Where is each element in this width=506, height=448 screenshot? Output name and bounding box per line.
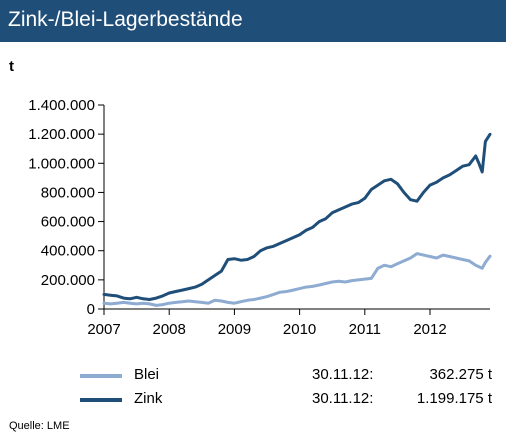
x-tick-label: 2012 (413, 321, 446, 338)
x-tick-label: 2007 (87, 321, 120, 338)
x-tick-label: 2008 (153, 321, 186, 338)
y-tick-label: 400.000 (41, 243, 95, 260)
y-tick-label: 1.400.000 (28, 97, 95, 114)
series-line-zink (102, 132, 492, 301)
y-tick-label: 600.000 (41, 214, 95, 231)
x-tick-label: 2010 (283, 321, 316, 338)
series-line-blei (102, 252, 492, 307)
legend-name-zink: Zink (134, 390, 163, 407)
x-tick-label: 2011 (349, 321, 381, 338)
legend-swatch-zink (80, 398, 122, 402)
y-tick-label: 200.000 (41, 272, 95, 289)
legend-name-blei: Blei (134, 366, 160, 383)
legend-row-blei: Blei 30.11.12: 362.275 t (80, 366, 492, 386)
y-tick-label: 0 (87, 301, 95, 318)
chart-title: Zink-/Blei-Lagerbestände (8, 8, 243, 31)
legend-row-zink: Zink 30.11.12: 1.199.175 t (80, 390, 492, 410)
y-axis-unit-label: t (9, 58, 14, 75)
legend-value-zink: 1.199.175 t (416, 390, 492, 407)
title-divider (0, 42, 506, 44)
legend-date-zink: 30.11.12: (312, 390, 374, 407)
y-tick-label: 1.000.000 (28, 155, 95, 172)
legend-value-blei: 362.275 t (429, 366, 492, 383)
legend-date-blei: 30.11.12: (312, 366, 374, 383)
x-tick-label: 2009 (218, 321, 251, 338)
y-tick-label: 1.200.000 (28, 126, 95, 143)
source-note: Quelle: LME (9, 420, 70, 432)
y-tick-label: 800.000 (41, 184, 95, 201)
chart-title-bar: Zink-/Blei-Lagerbestände (0, 0, 506, 42)
legend-swatch-blei (80, 374, 122, 378)
